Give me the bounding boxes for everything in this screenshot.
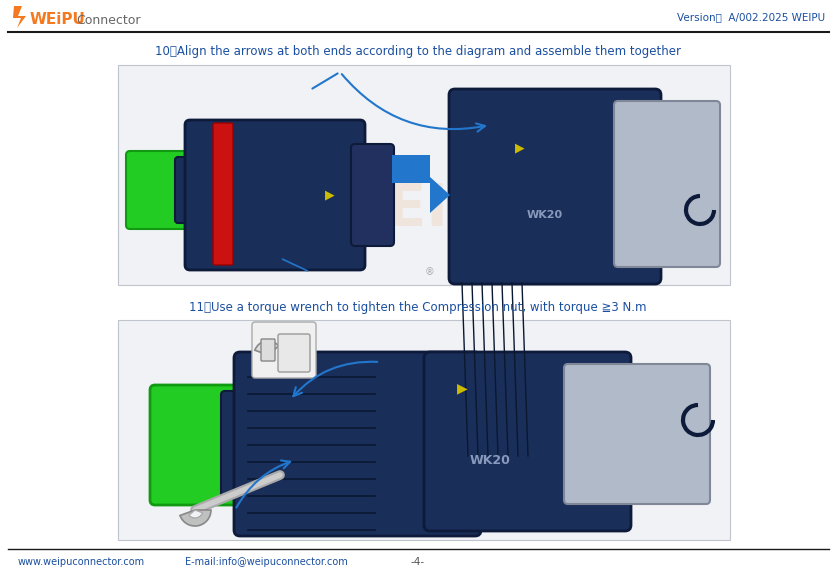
Text: ▶: ▶ (456, 381, 466, 395)
Polygon shape (13, 6, 26, 28)
Text: Connector: Connector (76, 13, 140, 27)
FancyBboxPatch shape (185, 120, 364, 270)
Text: WEIPU: WEIPU (306, 417, 553, 483)
Text: 11、Use a torque wrench to tighten the Compression nut, with torque ≧3 N.m: 11、Use a torque wrench to tighten the Co… (189, 302, 646, 314)
Text: WEIPU: WEIPU (322, 181, 538, 238)
FancyBboxPatch shape (150, 385, 237, 505)
Text: WEiPU: WEiPU (30, 13, 86, 27)
Text: Version；  A/002.2025 WEIPU: Version； A/002.2025 WEIPU (676, 12, 824, 22)
FancyBboxPatch shape (118, 320, 729, 540)
FancyBboxPatch shape (175, 157, 199, 223)
FancyBboxPatch shape (278, 334, 309, 372)
Wedge shape (254, 341, 278, 355)
Text: ▶: ▶ (325, 188, 334, 202)
Wedge shape (180, 510, 211, 526)
FancyBboxPatch shape (118, 65, 729, 285)
FancyBboxPatch shape (212, 123, 232, 265)
Text: ®: ® (425, 267, 435, 277)
Text: WK20: WK20 (469, 454, 510, 467)
FancyBboxPatch shape (350, 144, 394, 246)
Text: -4-: -4- (410, 557, 425, 567)
FancyBboxPatch shape (234, 352, 481, 536)
FancyBboxPatch shape (563, 364, 709, 504)
Text: www.weipuconnector.com: www.weipuconnector.com (18, 557, 145, 567)
Text: E-mail:info@weipuconnector.com: E-mail:info@weipuconnector.com (185, 557, 347, 567)
FancyBboxPatch shape (614, 101, 719, 267)
FancyBboxPatch shape (126, 151, 189, 229)
FancyBboxPatch shape (252, 322, 316, 378)
Text: WK20: WK20 (527, 210, 563, 220)
FancyBboxPatch shape (424, 352, 630, 531)
Text: 10、Align the arrows at both ends according to the diagram and assemble them toge: 10、Align the arrows at both ends accordi… (155, 45, 681, 59)
Wedge shape (189, 510, 202, 518)
FancyBboxPatch shape (221, 391, 251, 499)
Polygon shape (430, 177, 450, 213)
Text: ▶: ▶ (515, 142, 524, 155)
FancyBboxPatch shape (448, 89, 660, 284)
FancyBboxPatch shape (391, 155, 430, 183)
FancyBboxPatch shape (261, 339, 275, 361)
